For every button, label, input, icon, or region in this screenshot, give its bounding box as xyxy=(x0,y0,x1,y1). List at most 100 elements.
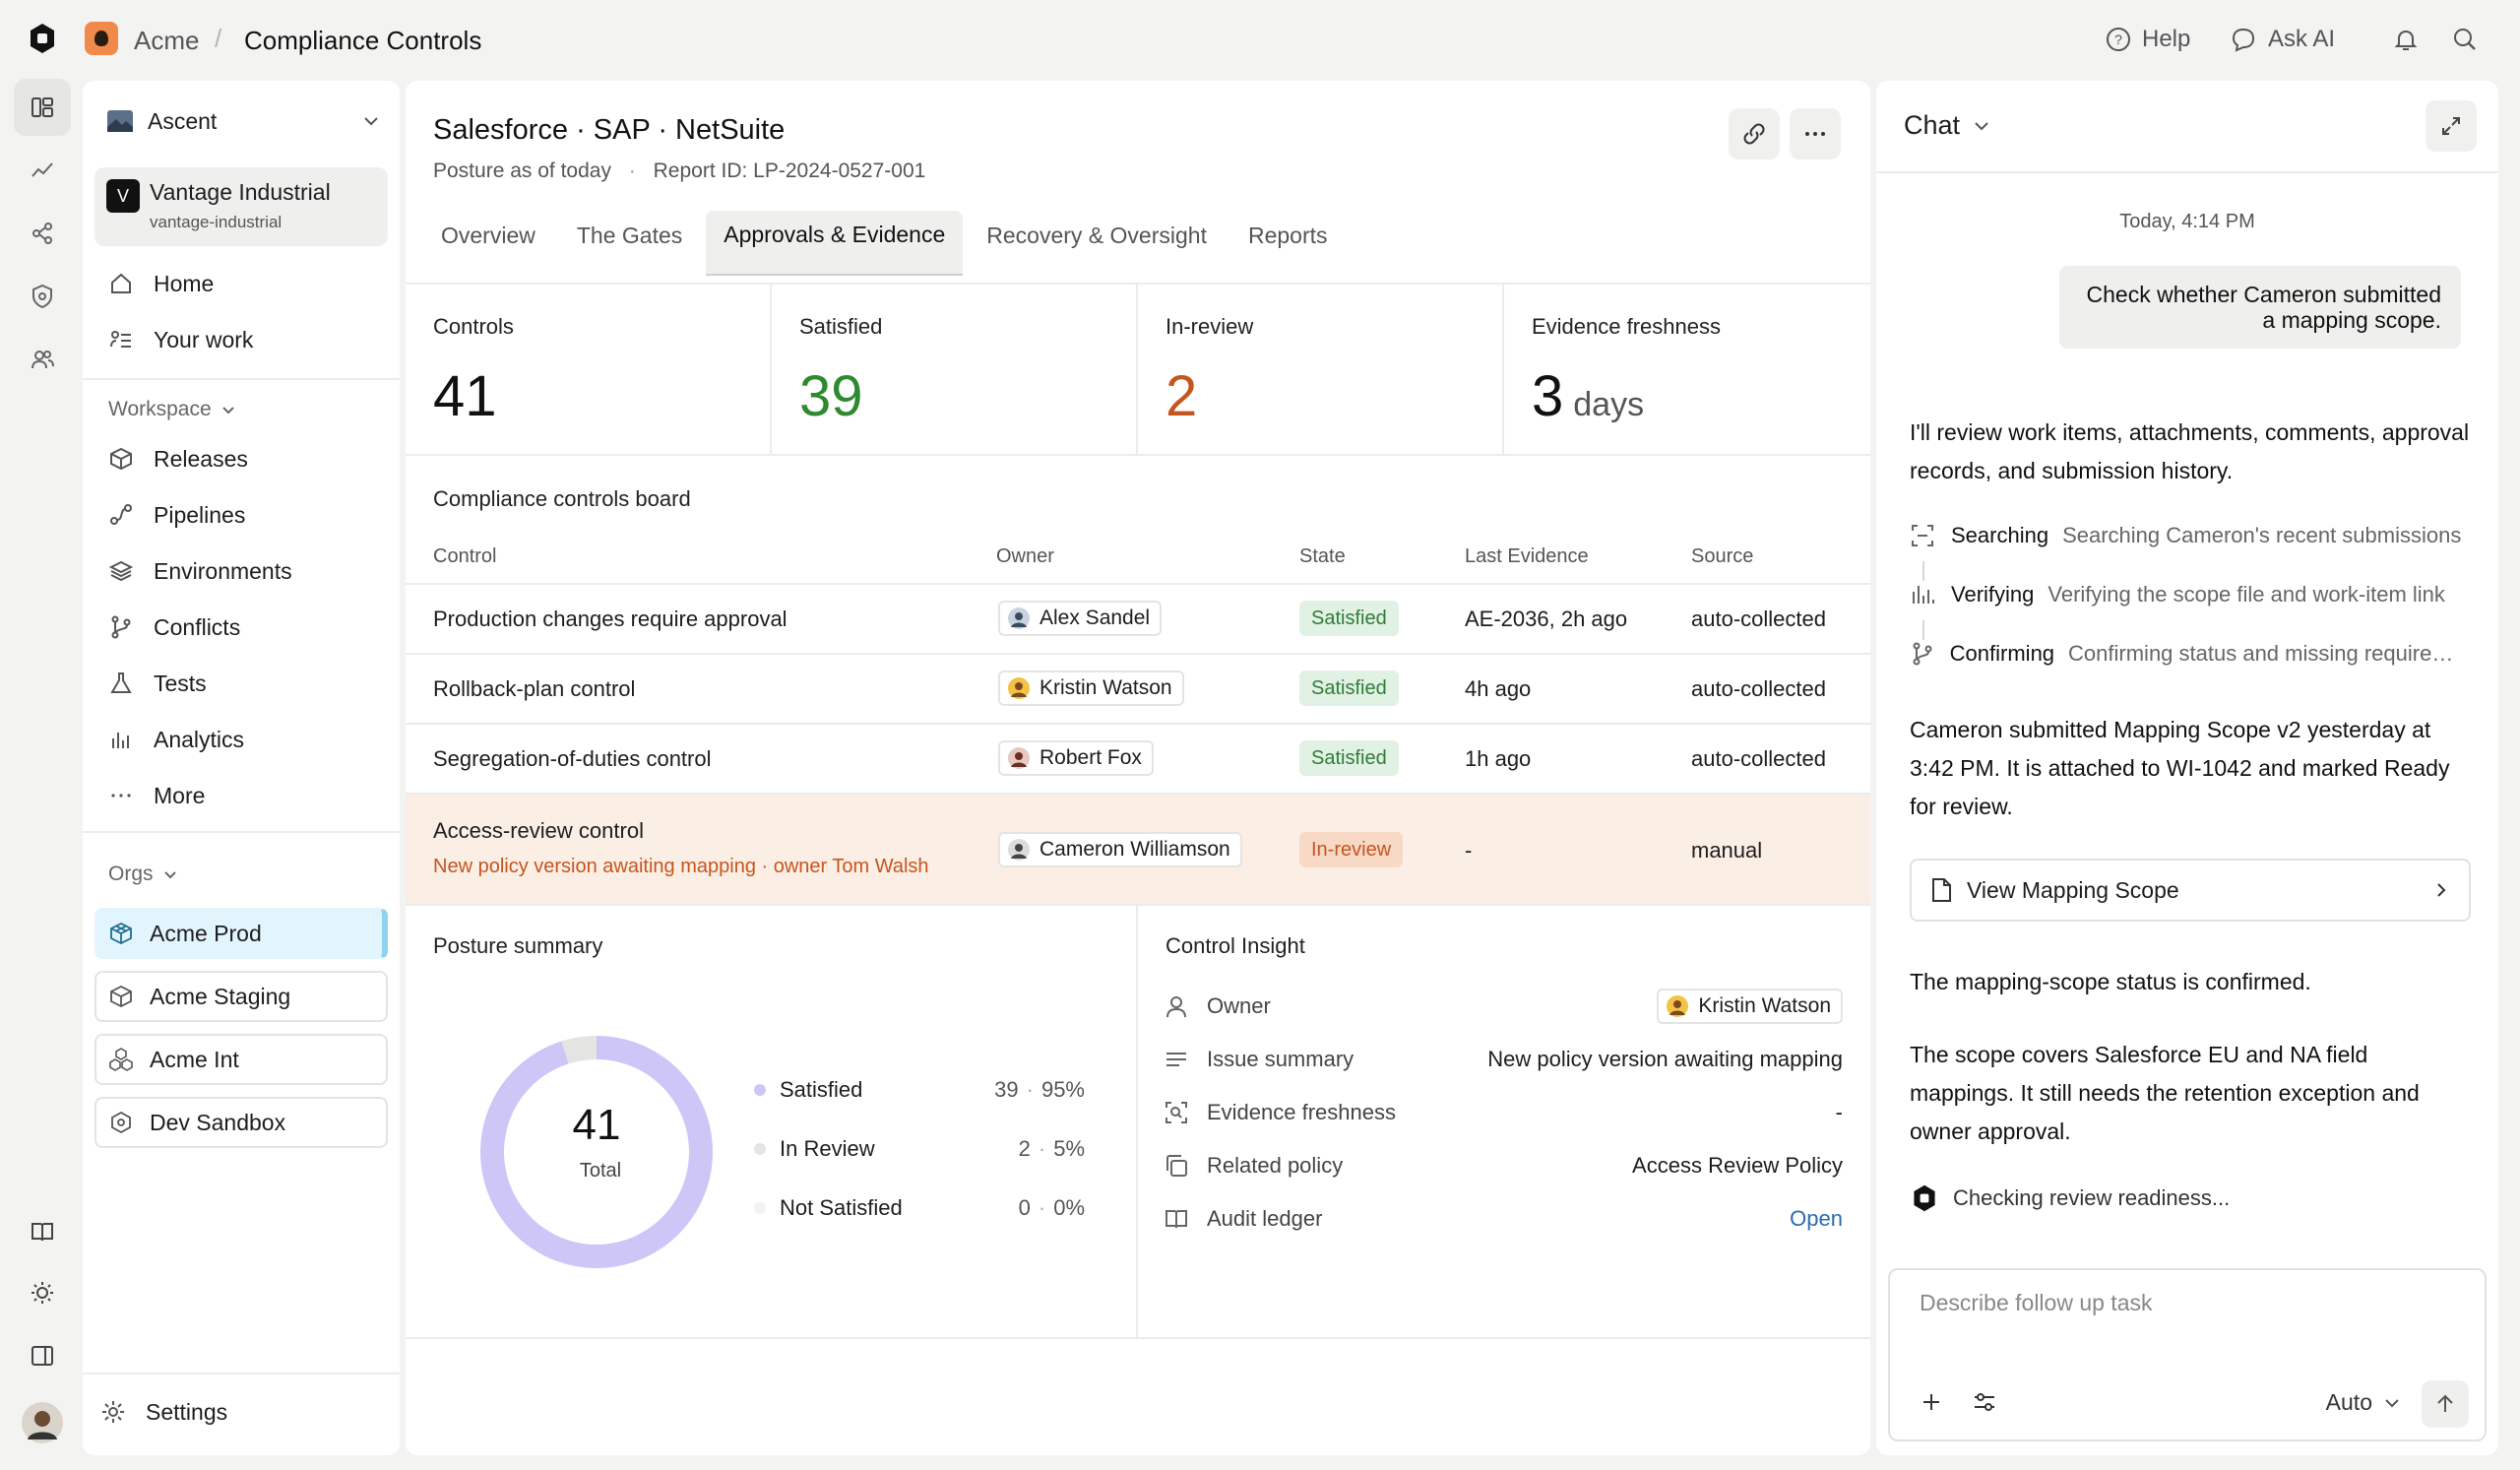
owner-chip[interactable]: Kristin Watson xyxy=(998,671,1184,706)
rail-panel-toggle-button[interactable] xyxy=(14,1327,71,1384)
sidebar-item-pipelines[interactable]: Pipelines xyxy=(106,495,245,535)
org-item-dev-sandbox[interactable]: Dev Sandbox xyxy=(94,1097,388,1148)
chat-header-divider xyxy=(1876,171,2498,173)
assistant-message: Cameron submitted Mapping Scope v2 yeste… xyxy=(1910,717,2450,819)
status-badge: Satisfied xyxy=(1299,601,1399,636)
sidebar-item-releases[interactable]: Releases xyxy=(106,439,248,479)
status-badge: In-review xyxy=(1299,832,1404,867)
tab-approvals-evidence[interactable]: Approvals & Evidence xyxy=(706,211,964,276)
orgs-section-toggle[interactable]: Orgs xyxy=(108,863,179,886)
org-item-acme-prod[interactable]: Acme Prod xyxy=(94,908,388,959)
user-avatar[interactable] xyxy=(14,1394,71,1451)
sidebar-divider xyxy=(83,831,400,833)
options-button[interactable] xyxy=(1967,1384,2002,1420)
more-options-button[interactable] xyxy=(1790,108,1841,160)
insight-issue-row: Issue summary New policy version awaitin… xyxy=(1164,1042,1843,1077)
table-row[interactable]: Rollback-plan control Kristin Watson Sat… xyxy=(406,653,1870,723)
lines-icon xyxy=(1164,1047,1191,1072)
ask-ai-button[interactable]: Ask AI xyxy=(2229,22,2335,57)
copy-link-button[interactable] xyxy=(1729,108,1780,160)
assistant-message: The mapping-scope status is confirmed. xyxy=(1910,969,2311,994)
workspace-logo-icon xyxy=(107,110,133,132)
rail-activity-button[interactable] xyxy=(14,142,71,199)
tab-reports[interactable]: Reports xyxy=(1247,222,1328,248)
rail-dashboard-button[interactable] xyxy=(14,79,71,136)
send-button[interactable] xyxy=(2422,1380,2469,1428)
box-icon xyxy=(106,444,136,474)
chat-title-menu[interactable]: Chat xyxy=(1904,110,1991,141)
file-icon xyxy=(1932,878,1951,902)
chevron-down-icon xyxy=(2385,1398,2399,1407)
cubes-icon xyxy=(109,1048,133,1071)
company-card[interactable]: V Vantage Industrial vantage-industrial xyxy=(94,167,388,246)
avatar-icon xyxy=(1008,839,1030,861)
org-avatar-icon[interactable] xyxy=(85,22,118,55)
column-header-last-evidence: Last Evidence xyxy=(1465,545,1589,567)
chat-panel: Chat Today, 4:14 PM Check whether Camero… xyxy=(1876,81,2498,1455)
legend-item-satisfied: Satisfied 39 · 95% xyxy=(754,1075,1085,1105)
org-item-acme-int[interactable]: Acme Int xyxy=(94,1034,388,1085)
hexagon-icon xyxy=(111,1111,131,1134)
owner-chip[interactable]: Robert Fox xyxy=(998,740,1154,776)
follow-up-input[interactable] xyxy=(1920,1290,2451,1316)
table-row[interactable]: Production changes require approval Alex… xyxy=(406,583,1870,653)
search-button[interactable] xyxy=(2451,22,2479,57)
chevron-right-icon xyxy=(2437,883,2446,897)
help-button[interactable]: ? Help xyxy=(2105,22,2190,57)
legend-swatch xyxy=(754,1202,766,1214)
tab-the-gates[interactable]: The Gates xyxy=(576,222,683,248)
stats-divider xyxy=(406,454,1870,456)
tab-recovery-oversight[interactable]: Recovery & Oversight xyxy=(986,222,1207,248)
copy-icon xyxy=(1164,1153,1191,1179)
sidebar-item-tests[interactable]: Tests xyxy=(106,664,207,703)
sidebar-item-conflicts[interactable]: Conflicts xyxy=(106,607,240,647)
view-mapping-scope-button[interactable]: View Mapping Scope xyxy=(1910,859,2471,922)
rail-people-button[interactable] xyxy=(14,331,71,388)
legend-swatch xyxy=(754,1143,766,1155)
section-bottom-divider xyxy=(406,1337,1870,1339)
column-header-source: Source xyxy=(1691,545,1754,567)
expand-icon xyxy=(2442,117,2460,135)
table-row-highlighted[interactable]: Access-review control New policy version… xyxy=(406,793,1870,904)
book-icon xyxy=(32,1223,53,1242)
notifications-button[interactable] xyxy=(2392,22,2420,57)
insight-policy-row: Related policy Access Review Policy xyxy=(1164,1148,1843,1183)
board-title: Compliance controls board xyxy=(433,486,691,511)
owner-chip[interactable]: Cameron Williamson xyxy=(998,832,1242,867)
model-mode-select[interactable]: Auto xyxy=(2326,1389,2402,1416)
rail-docs-button[interactable] xyxy=(14,1203,71,1260)
user-avatar-icon xyxy=(22,1402,63,1443)
workspace-selector[interactable]: Ascent xyxy=(106,100,382,142)
person-icon xyxy=(1164,993,1191,1019)
cube-icon xyxy=(110,985,132,1008)
sidebar-divider xyxy=(83,378,400,380)
breadcrumb-org[interactable]: Acme xyxy=(134,26,200,55)
expand-chat-button[interactable] xyxy=(2426,100,2477,152)
stat-value: 41 xyxy=(433,364,497,428)
owner-chip[interactable]: Alex Sandel xyxy=(998,601,1163,636)
sidebar-item-more[interactable]: More xyxy=(106,776,205,815)
insight-freshness-row: Evidence freshness - xyxy=(1164,1095,1843,1130)
breadcrumb-separator: / xyxy=(215,24,222,53)
page-title: Compliance Controls xyxy=(244,26,482,55)
rail-theme-button[interactable] xyxy=(14,1264,71,1321)
audit-ledger-open-link[interactable]: Open xyxy=(1790,1206,1843,1231)
app-logo-icon[interactable] xyxy=(26,22,59,55)
table-row[interactable]: Segregation-of-duties control Robert Fox… xyxy=(406,723,1870,793)
workspace-section-toggle[interactable]: Workspace xyxy=(108,398,237,421)
sidebar-item-your-work[interactable]: Your work xyxy=(106,320,253,359)
sidebar-item-analytics[interactable]: Analytics xyxy=(106,720,244,759)
tab-overview[interactable]: Overview xyxy=(441,222,536,248)
owner-chip[interactable]: Kristin Watson xyxy=(1657,989,1843,1024)
control-insight-title: Control Insight xyxy=(1166,933,1305,958)
add-attachment-button[interactable] xyxy=(1914,1384,1949,1420)
org-item-acme-staging[interactable]: Acme Staging xyxy=(94,971,388,1022)
rail-security-button[interactable] xyxy=(14,268,71,325)
working-indicator: Checking review readiness... xyxy=(1910,1183,2230,1213)
chevron-down-icon xyxy=(364,117,378,126)
row-note: New policy version awaiting mapping · ow… xyxy=(433,856,929,877)
settings-button[interactable]: Settings xyxy=(98,1392,227,1432)
rail-share-button[interactable] xyxy=(14,205,71,262)
sidebar-item-home[interactable]: Home xyxy=(106,264,214,303)
sidebar-item-environments[interactable]: Environments xyxy=(106,551,292,591)
